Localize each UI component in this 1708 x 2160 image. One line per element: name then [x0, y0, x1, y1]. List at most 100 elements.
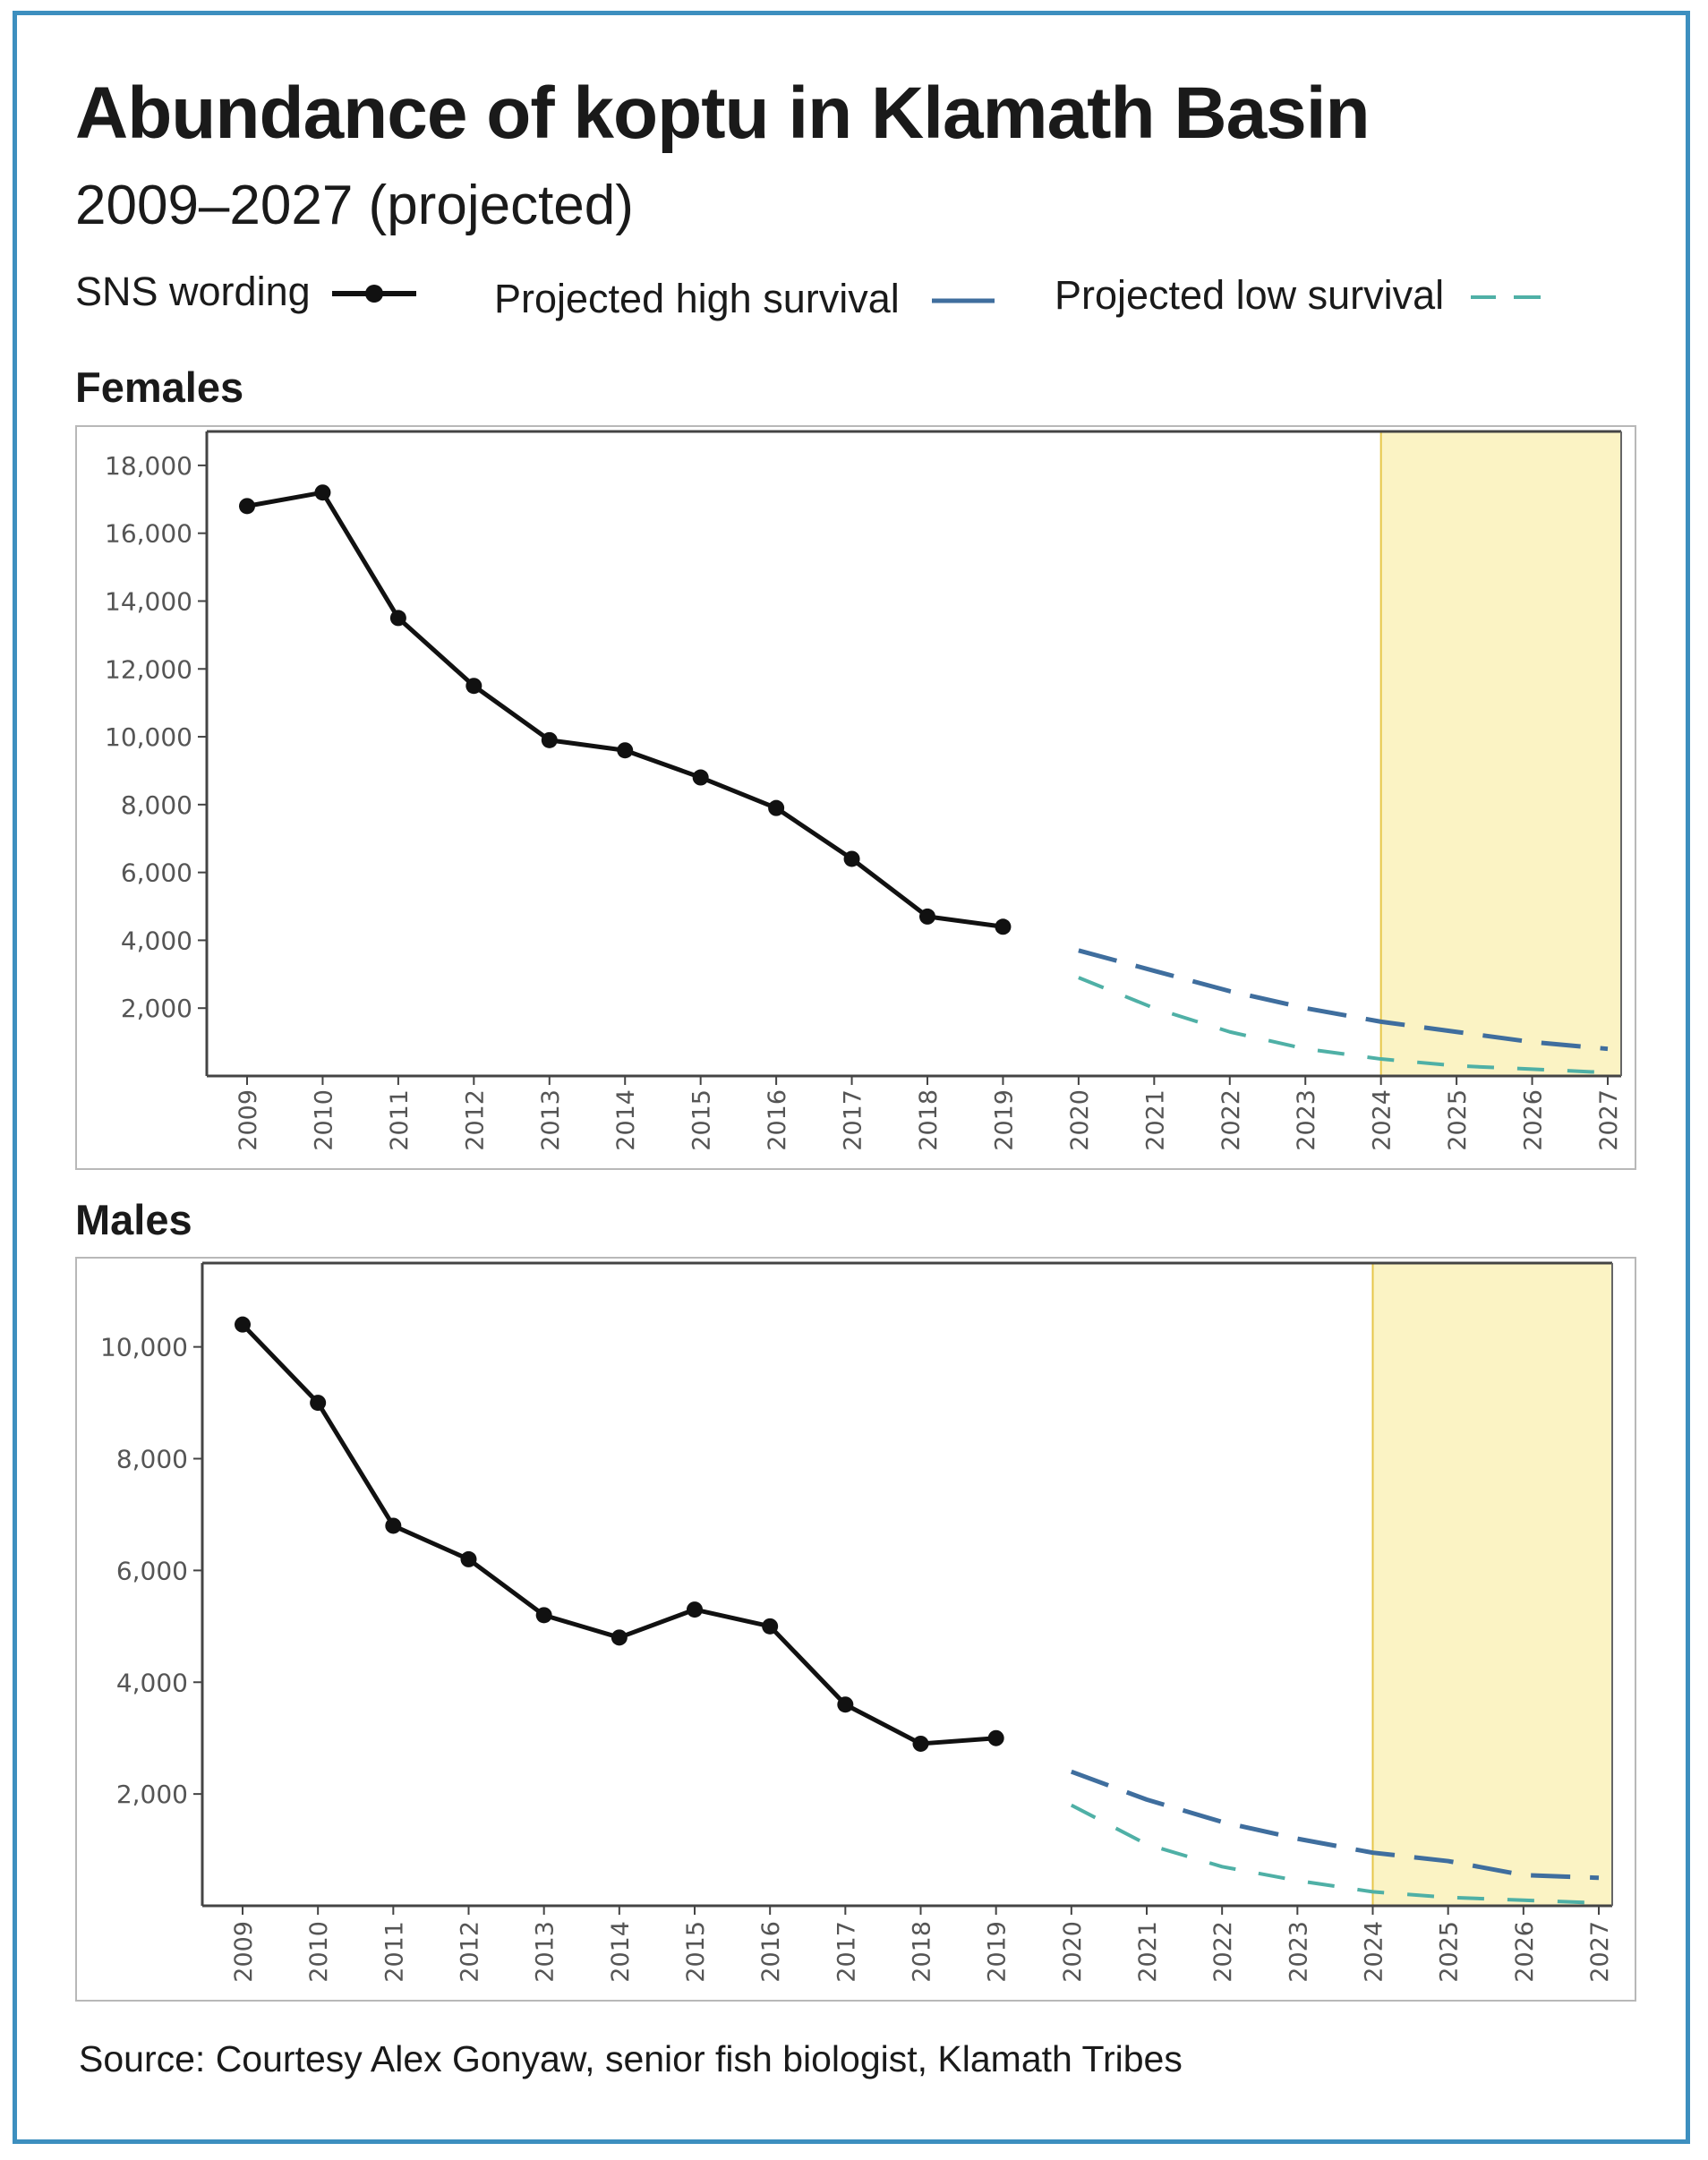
x-tick-label: 2025 — [1444, 1089, 1472, 1151]
y-tick-label: 2,000 — [121, 994, 192, 1023]
x-tick-label: 2015 — [682, 1921, 710, 1983]
chart-svg-males: 2,000 4,000 6,000 8,000 10,000 2009 2010 2011 20… — [100, 1261, 1614, 1983]
y-tick-label: 8,000 — [116, 1445, 188, 1474]
legend-swatch-low — [1471, 295, 1541, 299]
series-line-sns — [246, 490, 1003, 929]
panel-title-females: Females — [75, 363, 244, 411]
data-point-sns — [987, 1729, 1004, 1746]
data-point-sns — [768, 799, 785, 816]
data-point-sns — [762, 1618, 779, 1635]
y-tick-label: 6,000 — [116, 1556, 188, 1585]
data-point-sns — [460, 1550, 477, 1567]
data-point-sns — [310, 1395, 327, 1412]
x-tick-label: 2024 — [1369, 1089, 1396, 1151]
legend-label-high: Projected high survival — [494, 276, 900, 321]
x-tick-label: 2026 — [1511, 1921, 1539, 1983]
data-point-sns — [541, 731, 558, 748]
x-tick-label: 2013 — [532, 1921, 559, 1983]
y-tick-label: 10,000 — [105, 722, 192, 752]
x-tick-label: 2016 — [764, 1089, 791, 1151]
x-tick-label: 2009 — [230, 1921, 258, 1983]
chart-svg-females: 2,000 4,000 6,000 8,000 10,000 12,000 14,000 16… — [105, 430, 1623, 1151]
legend-item-low: Projected low survival — [1055, 272, 1557, 319]
x-tick-label: 2022 — [1217, 1089, 1245, 1151]
y-tick-label: 10,000 — [100, 1333, 188, 1362]
y-tick-label: 4,000 — [121, 926, 192, 955]
chart-panel-males: 2,000 4,000 6,000 8,000 10,000 2009 2010 2011 20… — [75, 1257, 1636, 2002]
y-tick-label: 2,000 — [116, 1780, 188, 1809]
legend-swatch-high — [931, 298, 995, 303]
data-point-sns — [837, 1696, 854, 1713]
y-tick-label: 16,000 — [105, 519, 192, 549]
legend-swatch-sns — [331, 285, 416, 303]
x-tick-label: 2010 — [310, 1089, 337, 1151]
x-tick-label: 2018 — [915, 1089, 943, 1151]
data-point-sns — [465, 678, 483, 695]
data-point-sns — [385, 1517, 402, 1534]
x-tick-label: 2012 — [457, 1921, 484, 1983]
y-tick-label: 8,000 — [121, 790, 192, 820]
series-line-high-survival — [1078, 948, 1609, 1052]
x-tick-label: 2017 — [833, 1921, 860, 1983]
x-tick-label: 2022 — [1209, 1921, 1237, 1983]
data-point-sns — [617, 742, 634, 759]
x-tick-label: 2020 — [1059, 1921, 1087, 1983]
x-tick-label: 2021 — [1141, 1089, 1169, 1151]
series-line-low-survival — [1078, 976, 1609, 1075]
projection-highlight — [1372, 1263, 1612, 1906]
data-point-sns — [995, 918, 1012, 935]
legend-label-sns: SNS wording — [75, 269, 311, 314]
y-tick-label: 18,000 — [105, 451, 192, 481]
panel-title-males: Males — [75, 1196, 192, 1243]
x-tick-label: 2015 — [688, 1089, 716, 1151]
data-point-sns — [314, 484, 331, 501]
data-point-sns — [843, 850, 860, 867]
x-tick-label: 2023 — [1285, 1921, 1312, 1983]
x-tick-label: 2016 — [757, 1921, 785, 1983]
data-point-sns — [919, 908, 935, 925]
series-line-high-survival — [1070, 1769, 1600, 1881]
legend-label-low: Projected low survival — [1055, 272, 1445, 318]
chart-title: Abundance of koptu in Klamath Basin — [75, 73, 1371, 154]
x-tick-label: 2011 — [380, 1921, 408, 1983]
x-tick-label: 2014 — [607, 1921, 635, 1983]
data-point-sns — [611, 1629, 628, 1646]
source-note: Source: Courtesy Alex Gonyaw, senior fis… — [79, 2038, 1183, 2079]
x-tick-label: 2024 — [1361, 1921, 1388, 1983]
data-point-sns — [692, 769, 709, 786]
data-point-sns — [687, 1601, 703, 1618]
series-line-low-survival — [1070, 1803, 1600, 1905]
x-tick-label: 2009 — [235, 1089, 262, 1151]
x-tick-label: 2019 — [990, 1089, 1018, 1151]
x-tick-label: 2027 — [1586, 1921, 1614, 1983]
data-point-sns — [235, 1316, 251, 1333]
x-tick-label: 2018 — [909, 1921, 936, 1983]
x-tick-label: 2023 — [1293, 1089, 1320, 1151]
x-tick-label: 2012 — [461, 1089, 489, 1151]
data-point-sns — [239, 498, 255, 515]
legend-item-sns: SNS wording — [75, 269, 423, 315]
data-point-sns — [389, 610, 406, 627]
x-tick-label: 2025 — [1436, 1921, 1464, 1983]
x-tick-label: 2027 — [1595, 1089, 1623, 1151]
y-tick-label: 14,000 — [105, 586, 192, 616]
series-line-sns — [241, 1322, 996, 1746]
x-tick-label: 2019 — [984, 1921, 1012, 1983]
legend-item-high: Projected high survival — [494, 276, 1012, 322]
x-tick-label: 2026 — [1520, 1089, 1548, 1151]
y-tick-label: 6,000 — [121, 858, 192, 888]
data-point-sns — [535, 1607, 552, 1624]
x-tick-label: 2014 — [612, 1089, 640, 1151]
x-tick-label: 2010 — [305, 1921, 333, 1983]
x-tick-label: 2011 — [386, 1089, 414, 1151]
x-tick-label: 2017 — [840, 1089, 867, 1151]
y-tick-label: 12,000 — [105, 654, 192, 684]
chart-panel-females: 2,000 4,000 6,000 8,000 10,000 12,000 14,000 16… — [75, 425, 1636, 1170]
projection-highlight — [1380, 431, 1621, 1076]
x-tick-label: 2020 — [1066, 1089, 1094, 1151]
data-point-sns — [912, 1735, 929, 1752]
chart-subtitle: 2009–2027 (projected) — [75, 175, 634, 236]
x-tick-label: 2013 — [537, 1089, 565, 1151]
y-tick-label: 4,000 — [116, 1668, 188, 1697]
x-tick-label: 2021 — [1134, 1921, 1162, 1983]
